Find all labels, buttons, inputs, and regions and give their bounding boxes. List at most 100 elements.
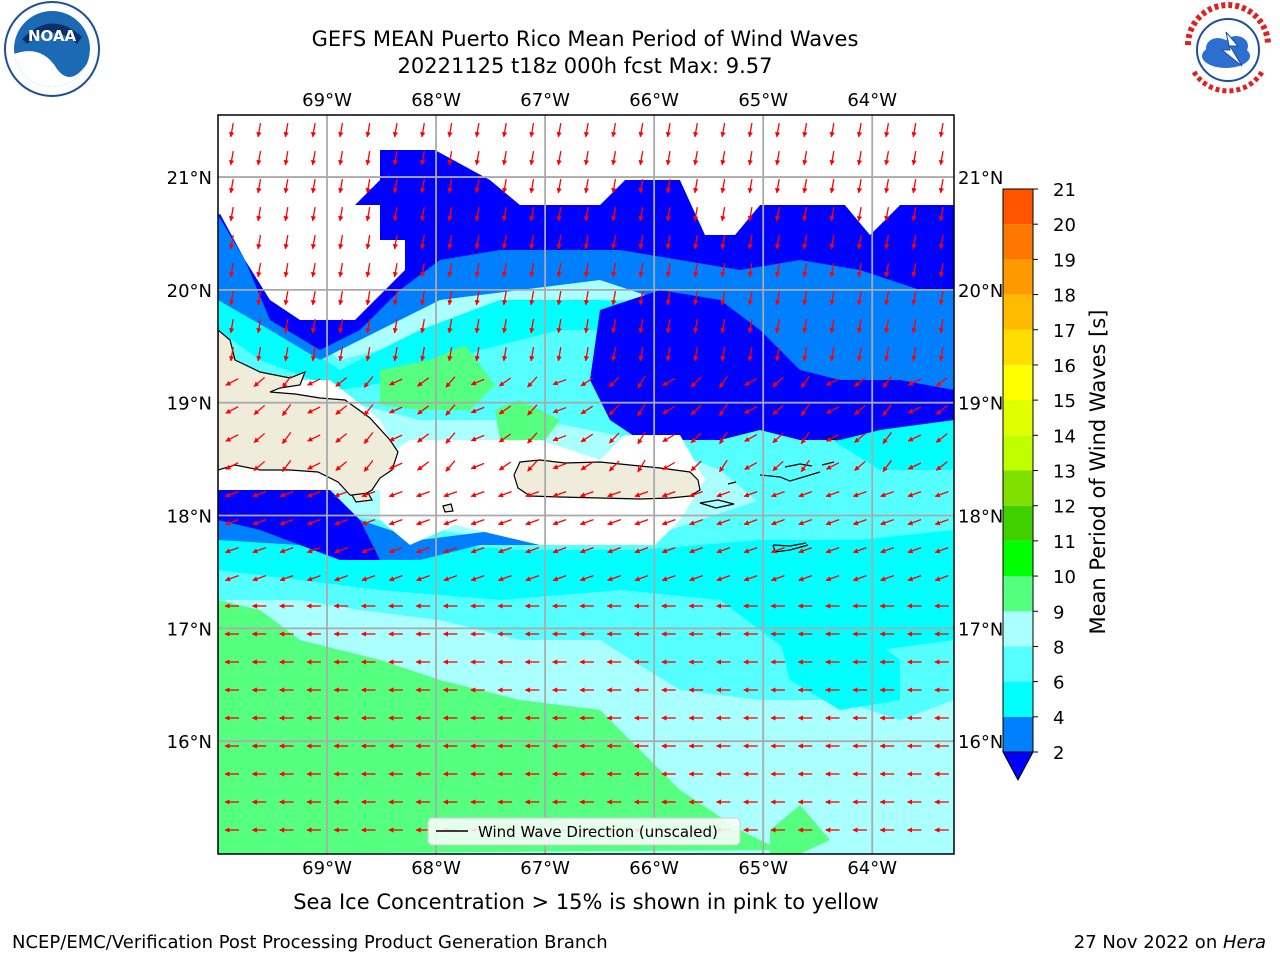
- wind-wave-arrow: [417, 405, 430, 415]
- wind-wave-arrow: [661, 490, 676, 498]
- wind-wave-arrow: [579, 518, 594, 526]
- wind-wave-arrow: [279, 574, 294, 582]
- lat-tick-label-left: 20°N: [167, 281, 212, 302]
- colorbar-tick-label: 4: [1053, 708, 1064, 729]
- wind-wave-arrow: [825, 462, 840, 470]
- lon-tick-label-top: 67°W: [520, 90, 570, 111]
- wind-wave-arrow: [497, 546, 512, 554]
- wind-wave-arrow: [665, 318, 671, 334]
- wind-wave-arrow: [552, 518, 567, 526]
- wind-wave-arrow: [310, 206, 317, 222]
- wind-wave-arrow: [693, 346, 699, 362]
- wind-wave-arrow: [527, 404, 538, 416]
- colorbar-segment: [1003, 224, 1033, 260]
- wind-wave-arrow: [338, 290, 344, 306]
- wind-wave-arrow: [938, 318, 944, 334]
- land-vieques: [699, 499, 735, 509]
- wind-wave-arrow: [529, 178, 535, 194]
- field-9-10-north: [380, 345, 495, 410]
- wind-wave-arrow: [529, 346, 535, 362]
- wind-wave-arrow: [775, 150, 781, 166]
- wind-wave-arrow: [884, 122, 890, 138]
- wind-wave-arrow: [229, 290, 235, 306]
- wind-wave-arrow: [474, 262, 480, 278]
- land-mona: [442, 503, 454, 513]
- wind-wave-arrow: [798, 546, 813, 554]
- wind-wave-arrow: [283, 346, 289, 362]
- wind-wave-arrow: [552, 546, 567, 554]
- wind-wave-arrow: [693, 234, 699, 250]
- wind-wave-arrow: [445, 460, 456, 472]
- wind-wave-arrow: [365, 346, 371, 362]
- wind-wave-arrow: [334, 574, 349, 582]
- wind-wave-arrow: [417, 461, 430, 471]
- wind-wave-arrow: [335, 405, 348, 415]
- wind-wave-arrow: [392, 290, 398, 306]
- mask-north-west: [218, 115, 954, 320]
- wind-wave-arrow: [744, 462, 758, 470]
- wind-wave-arrow: [361, 518, 376, 526]
- wind-wave-arrow: [470, 490, 485, 498]
- wind-wave-arrow: [938, 150, 944, 166]
- colorbar-tick-label: 19: [1053, 250, 1076, 271]
- wind-wave-arrow: [338, 318, 344, 334]
- wind-wave-arrow: [310, 122, 317, 138]
- wind-wave-arrow: [229, 346, 235, 362]
- colorbar-tick-label: 8: [1053, 637, 1064, 658]
- wind-wave-arrow: [416, 490, 430, 498]
- wind-wave-arrow: [583, 206, 590, 222]
- wind-wave-arrow: [470, 546, 485, 554]
- wind-wave-arrow: [829, 234, 835, 250]
- wind-wave-arrow: [800, 375, 810, 389]
- wind-wave-arrow: [775, 290, 781, 306]
- wind-wave-arrow: [935, 377, 948, 387]
- wind-wave-arrow: [693, 150, 699, 166]
- wind-wave-arrow: [252, 574, 267, 582]
- lat-tick-label-right: 21°N: [958, 168, 1003, 189]
- wind-wave-arrow: [224, 546, 239, 554]
- wind-wave-arrow: [611, 150, 617, 166]
- wind-wave-arrow: [770, 574, 785, 582]
- wind-wave-arrow: [608, 404, 620, 416]
- map-gridlines: [218, 115, 954, 854]
- colorbar-segment: [1003, 611, 1033, 647]
- wind-wave-arrow: [335, 433, 348, 443]
- wind-wave-arrow: [720, 206, 726, 222]
- wind-wave-arrow: [934, 574, 949, 582]
- wind-wave-arrow: [527, 460, 538, 472]
- wind-wave-arrow: [392, 206, 398, 222]
- wind-wave-arrow: [693, 262, 699, 278]
- wind-wave-arrow: [583, 150, 590, 166]
- wind-wave-direction-vectors: [224, 122, 949, 833]
- colorbar-tick-label: 18: [1053, 286, 1076, 307]
- wind-wave-arrow: [854, 404, 866, 416]
- wind-wave-arrow: [770, 518, 785, 526]
- colorbar-segment: [1003, 505, 1033, 541]
- chart-title: GEFS MEAN Puerto Rico Mean Period of Win…: [311, 27, 859, 51]
- wind-wave-arrow: [363, 460, 374, 472]
- wind-wave-arrow: [911, 318, 917, 334]
- noaa-logo-text: NOAA: [28, 27, 77, 45]
- wind-wave-arrow: [719, 375, 728, 389]
- wind-wave-arrow: [611, 290, 617, 306]
- wind-wave-arrow: [474, 122, 480, 138]
- wind-wave-arrow: [907, 434, 922, 442]
- lat-tick-label-right: 16°N: [958, 732, 1003, 753]
- wind-wave-arrow: [252, 546, 267, 554]
- wind-wave-arrow: [720, 234, 726, 250]
- wind-wave-arrow: [447, 150, 453, 166]
- wind-wave-arrow: [279, 546, 294, 554]
- wind-wave-arrow: [665, 206, 671, 222]
- wind-wave-arrow: [256, 234, 262, 250]
- wind-wave-arrow: [279, 518, 294, 526]
- wind-wave-arrow: [420, 178, 426, 194]
- wind-wave-arrow: [470, 434, 485, 442]
- wind-wave-arrow: [934, 546, 949, 554]
- wind-wave-arrow: [720, 318, 726, 334]
- wind-wave-arrow: [634, 518, 649, 526]
- wind-wave-arrow: [334, 518, 349, 526]
- wind-wave-arrow: [365, 234, 371, 250]
- wind-wave-arrow: [938, 178, 944, 194]
- wind-wave-arrow: [747, 262, 753, 278]
